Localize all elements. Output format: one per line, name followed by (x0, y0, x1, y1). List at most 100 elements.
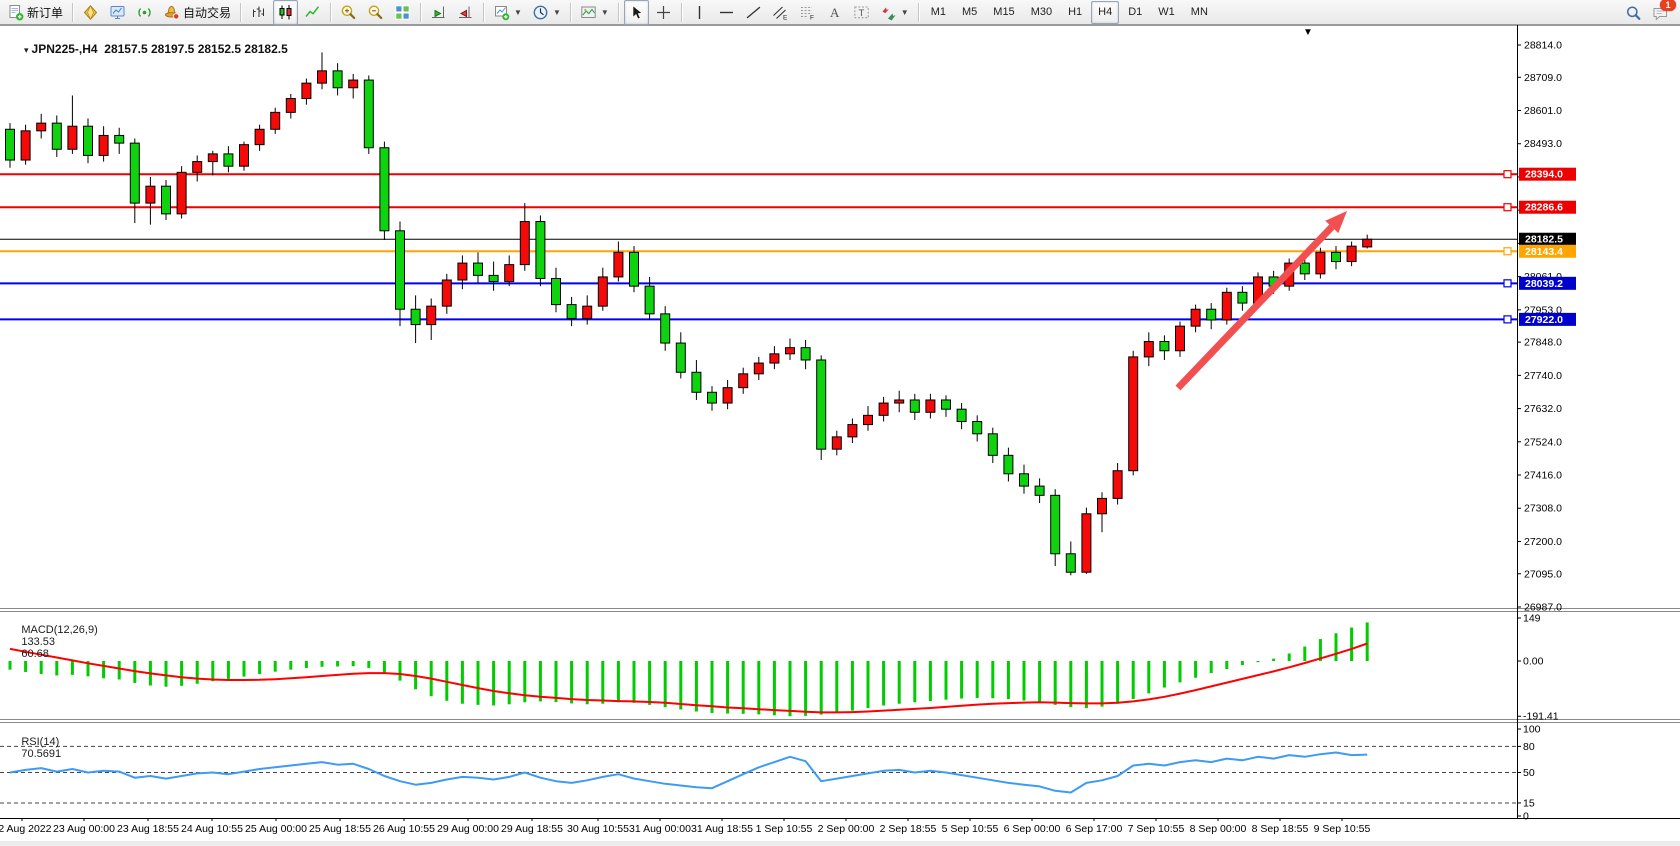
svg-text:27524.0: 27524.0 (1524, 436, 1562, 448)
chart-window[interactable]: 28814.028709.028601.028493.028385.028277… (0, 25, 1680, 846)
svg-text:31 Aug 00:00: 31 Aug 00:00 (629, 823, 691, 835)
trend-arrow[interactable] (1175, 211, 1347, 391)
text-button[interactable]: A (822, 0, 847, 25)
timeframe-d1-button[interactable]: D1 (1128, 5, 1143, 18)
chart-shift-button[interactable] (453, 0, 478, 25)
svg-text:25 Aug 18:55: 25 Aug 18:55 (309, 823, 371, 835)
svg-text:28182.5: 28182.5 (1525, 234, 1563, 246)
trendline-icon (745, 4, 762, 21)
svg-text:27095.0: 27095.0 (1524, 568, 1562, 580)
notification-count-badge: 1 (1660, 0, 1676, 11)
toolbar-separator (917, 2, 919, 22)
timeframe-w1-button[interactable]: W1 (1158, 5, 1175, 18)
svg-text:27200.0: 27200.0 (1524, 536, 1562, 548)
chevron-down-icon[interactable]: ▼ (552, 7, 561, 17)
svg-text:27308.0: 27308.0 (1524, 503, 1562, 515)
svg-text:22 Aug 2022: 22 Aug 2022 (0, 823, 52, 835)
chevron-down-icon[interactable]: ▼ (600, 7, 609, 17)
trendline-button[interactable] (741, 0, 766, 25)
text-label-button[interactable]: T (849, 0, 874, 25)
fibo-icon: F (799, 4, 816, 21)
autotrading-button[interactable]: 自动交易 (159, 0, 235, 25)
toolbar-separator (330, 2, 332, 22)
svg-text:100: 100 (1523, 724, 1541, 736)
svg-text:28601.0: 28601.0 (1524, 105, 1562, 117)
channel-icon: E (772, 4, 789, 21)
svg-text:26 Aug 10:55: 26 Aug 10:55 (373, 823, 435, 835)
toolbar-separator (680, 2, 682, 22)
svg-text:A: A (830, 5, 840, 20)
chart-plus-icon (493, 4, 510, 21)
new-chart-button[interactable]: ▼ (489, 0, 526, 25)
zoom-out-button[interactable] (363, 0, 388, 25)
search-button[interactable] (1621, 1, 1646, 26)
svg-text:2 Sep 00:00: 2 Sep 00:00 (818, 823, 875, 835)
auto-scroll-button[interactable] (426, 0, 451, 25)
svg-text:27740.0: 27740.0 (1524, 370, 1562, 382)
diamond-icon (82, 4, 99, 21)
monitor-icon (109, 4, 126, 21)
chart-title-arrow-icon[interactable]: ▾ (24, 45, 29, 55)
templates-button[interactable]: ▼ (576, 0, 613, 25)
svg-text:1 Sep 10:55: 1 Sep 10:55 (756, 823, 813, 835)
svg-text:15: 15 (1523, 797, 1535, 809)
chart-title: ▾ JPN225-,H4 28157.5 28197.5 28152.5 2818… (4, 28, 288, 70)
horizontal-line-button[interactable] (714, 0, 739, 25)
fibonacci-button[interactable]: F (795, 0, 820, 25)
zoom-in-icon (340, 4, 357, 21)
tile-windows-button[interactable] (390, 0, 415, 25)
profiles-button[interactable] (78, 0, 103, 25)
svg-text:28286.6: 28286.6 (1525, 202, 1563, 214)
timeframe-m30-button[interactable]: M30 (1030, 5, 1053, 18)
tiles-icon (394, 4, 411, 21)
macd-title: MACD(12,26,9) (21, 624, 98, 636)
timeframe-h4-button[interactable]: H4 (1091, 0, 1120, 24)
svg-text:27848.0: 27848.0 (1524, 337, 1562, 349)
period-selector-button[interactable]: ▼ (528, 0, 565, 25)
scroll-to-end-icon[interactable]: ▼ (1303, 27, 1313, 38)
chart-candles-button[interactable] (273, 0, 299, 25)
svg-text:8 Sep 00:00: 8 Sep 00:00 (1190, 823, 1247, 835)
hat-icon (163, 4, 180, 21)
navigator-button[interactable] (105, 0, 130, 25)
autoscroll-icon (430, 4, 447, 21)
arrows-button[interactable]: ▼ (876, 0, 913, 25)
timeframe-m5-button[interactable]: M5 (962, 5, 978, 18)
macd-main-value: 133.53 (21, 636, 55, 648)
timeframe-m15-button[interactable]: M15 (993, 5, 1015, 18)
crosshair-icon (655, 4, 672, 21)
signals-button[interactable] (132, 0, 157, 25)
candles-icon (277, 4, 294, 21)
notifications-button[interactable]: 1 (1648, 0, 1676, 26)
macd-axis[interactable]: 149 0.00 -191.41 (1517, 612, 1559, 723)
cursor-button[interactable] (623, 0, 649, 25)
svg-text:6 Sep 17:00: 6 Sep 17:00 (1066, 823, 1123, 835)
autotrading-label: 自动交易 (183, 5, 232, 20)
chart-canvas[interactable]: 28814.028709.028601.028493.028385.028277… (0, 25, 1680, 846)
rsi-axis[interactable]: 100 80 50 15 0 (1517, 724, 1541, 823)
zoom-in-button[interactable] (336, 0, 361, 25)
chart-bars-button[interactable] (246, 0, 271, 25)
chevron-down-icon[interactable]: ▼ (514, 7, 522, 17)
equidistant-channel-button[interactable]: E (768, 0, 793, 25)
svg-text:23 Aug 00:00: 23 Aug 00:00 (53, 823, 115, 835)
timeframe-h1-button[interactable]: H1 (1068, 5, 1083, 18)
svg-text:7 Sep 10:55: 7 Sep 10:55 (1128, 823, 1185, 835)
chart-line-button[interactable] (300, 0, 325, 25)
timeframe-mn-button[interactable]: MN (1190, 5, 1208, 18)
svg-text:26987.0: 26987.0 (1524, 601, 1562, 613)
crosshair-button[interactable] (651, 0, 676, 25)
timeframe-m1-button[interactable]: M1 (930, 5, 946, 18)
vertical-line-button[interactable] (687, 0, 712, 25)
svg-text:5 Sep 10:55: 5 Sep 10:55 (942, 823, 999, 835)
new-order-button[interactable]: 新订单 (3, 0, 67, 25)
horizontal-lines[interactable] (0, 170, 1517, 324)
doc-plus-icon (7, 4, 24, 21)
rsi-pane (9, 751, 1368, 794)
chevron-down-icon[interactable]: ▼ (900, 7, 909, 17)
new-order-label: 新订单 (27, 5, 64, 20)
toolbar: 新订单 自动交易 ▼ ▼ ▼ E F A T ▼ M1 M5 M15 M30 H1 H4 D1 W1 MN 1 (0, 0, 1680, 25)
svg-text:149: 149 (1523, 612, 1541, 624)
